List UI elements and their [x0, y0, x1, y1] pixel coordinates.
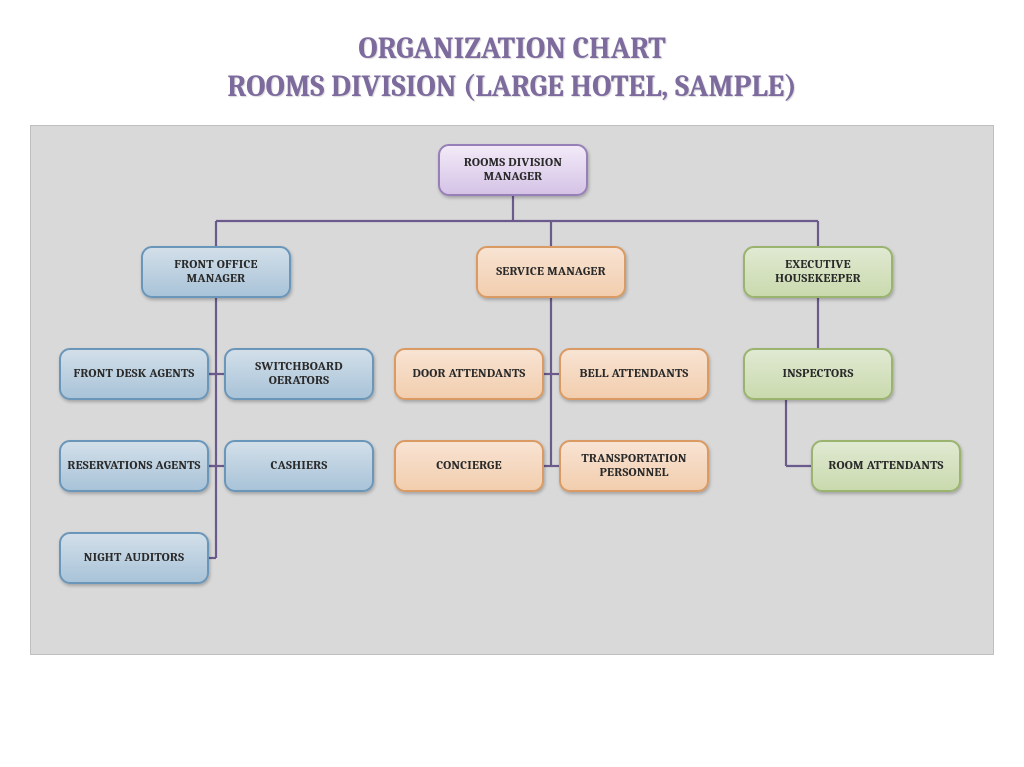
node-label: SWITCHBOARD OERATORS [232, 360, 366, 389]
node-executive-housekeeper: EXECUTIVE HOUSEKEEPER [743, 246, 893, 298]
node-door-attendants: DOOR ATTENDANTS [394, 348, 544, 400]
node-label: NIGHT AUDITORS [84, 551, 184, 565]
org-chart: ROOMS DIVISION MANAGER FRONT OFFICE MANA… [30, 125, 994, 655]
node-label: CONCIERGE [436, 459, 502, 473]
page-title: ORGANIZATION CHART ROOMS DIVISION (LARGE… [0, 0, 1024, 125]
node-switchboard-operators: SWITCHBOARD OERATORS [224, 348, 374, 400]
node-room-attendants: ROOM ATTENDANTS [811, 440, 961, 492]
node-concierge: CONCIERGE [394, 440, 544, 492]
node-front-desk-agents: FRONT DESK AGENTS [59, 348, 209, 400]
node-label: SERVICE MANAGER [496, 265, 606, 279]
node-label: RESERVATIONS AGENTS [67, 459, 200, 473]
node-front-office-manager: FRONT OFFICE MANAGER [141, 246, 291, 298]
node-label: FRONT DESK AGENTS [73, 367, 194, 381]
node-service-manager: SERVICE MANAGER [476, 246, 626, 298]
node-label: TRANSPORTATION PERSONNEL [567, 452, 701, 481]
node-label: EXECUTIVE HOUSEKEEPER [751, 258, 885, 287]
node-inspectors: INSPECTORS [743, 348, 893, 400]
node-label: ROOMS DIVISION MANAGER [446, 156, 580, 185]
node-label: ROOM ATTENDANTS [828, 459, 943, 473]
title-line-1: ORGANIZATION CHART [0, 30, 1024, 68]
node-reservations-agents: RESERVATIONS AGENTS [59, 440, 209, 492]
title-line-2: ROOMS DIVISION (LARGE HOTEL, SAMPLE) [0, 68, 1024, 106]
node-label: BELL ATTENDANTS [579, 367, 688, 381]
node-cashiers: CASHIERS [224, 440, 374, 492]
node-transportation-personnel: TRANSPORTATION PERSONNEL [559, 440, 709, 492]
node-night-auditors: NIGHT AUDITORS [59, 532, 209, 584]
node-bell-attendants: BELL ATTENDANTS [559, 348, 709, 400]
node-rooms-division-manager: ROOMS DIVISION MANAGER [438, 144, 588, 196]
node-label: CASHIERS [271, 459, 328, 473]
node-label: FRONT OFFICE MANAGER [149, 258, 283, 287]
node-label: DOOR ATTENDANTS [412, 367, 525, 381]
node-label: INSPECTORS [782, 367, 853, 381]
